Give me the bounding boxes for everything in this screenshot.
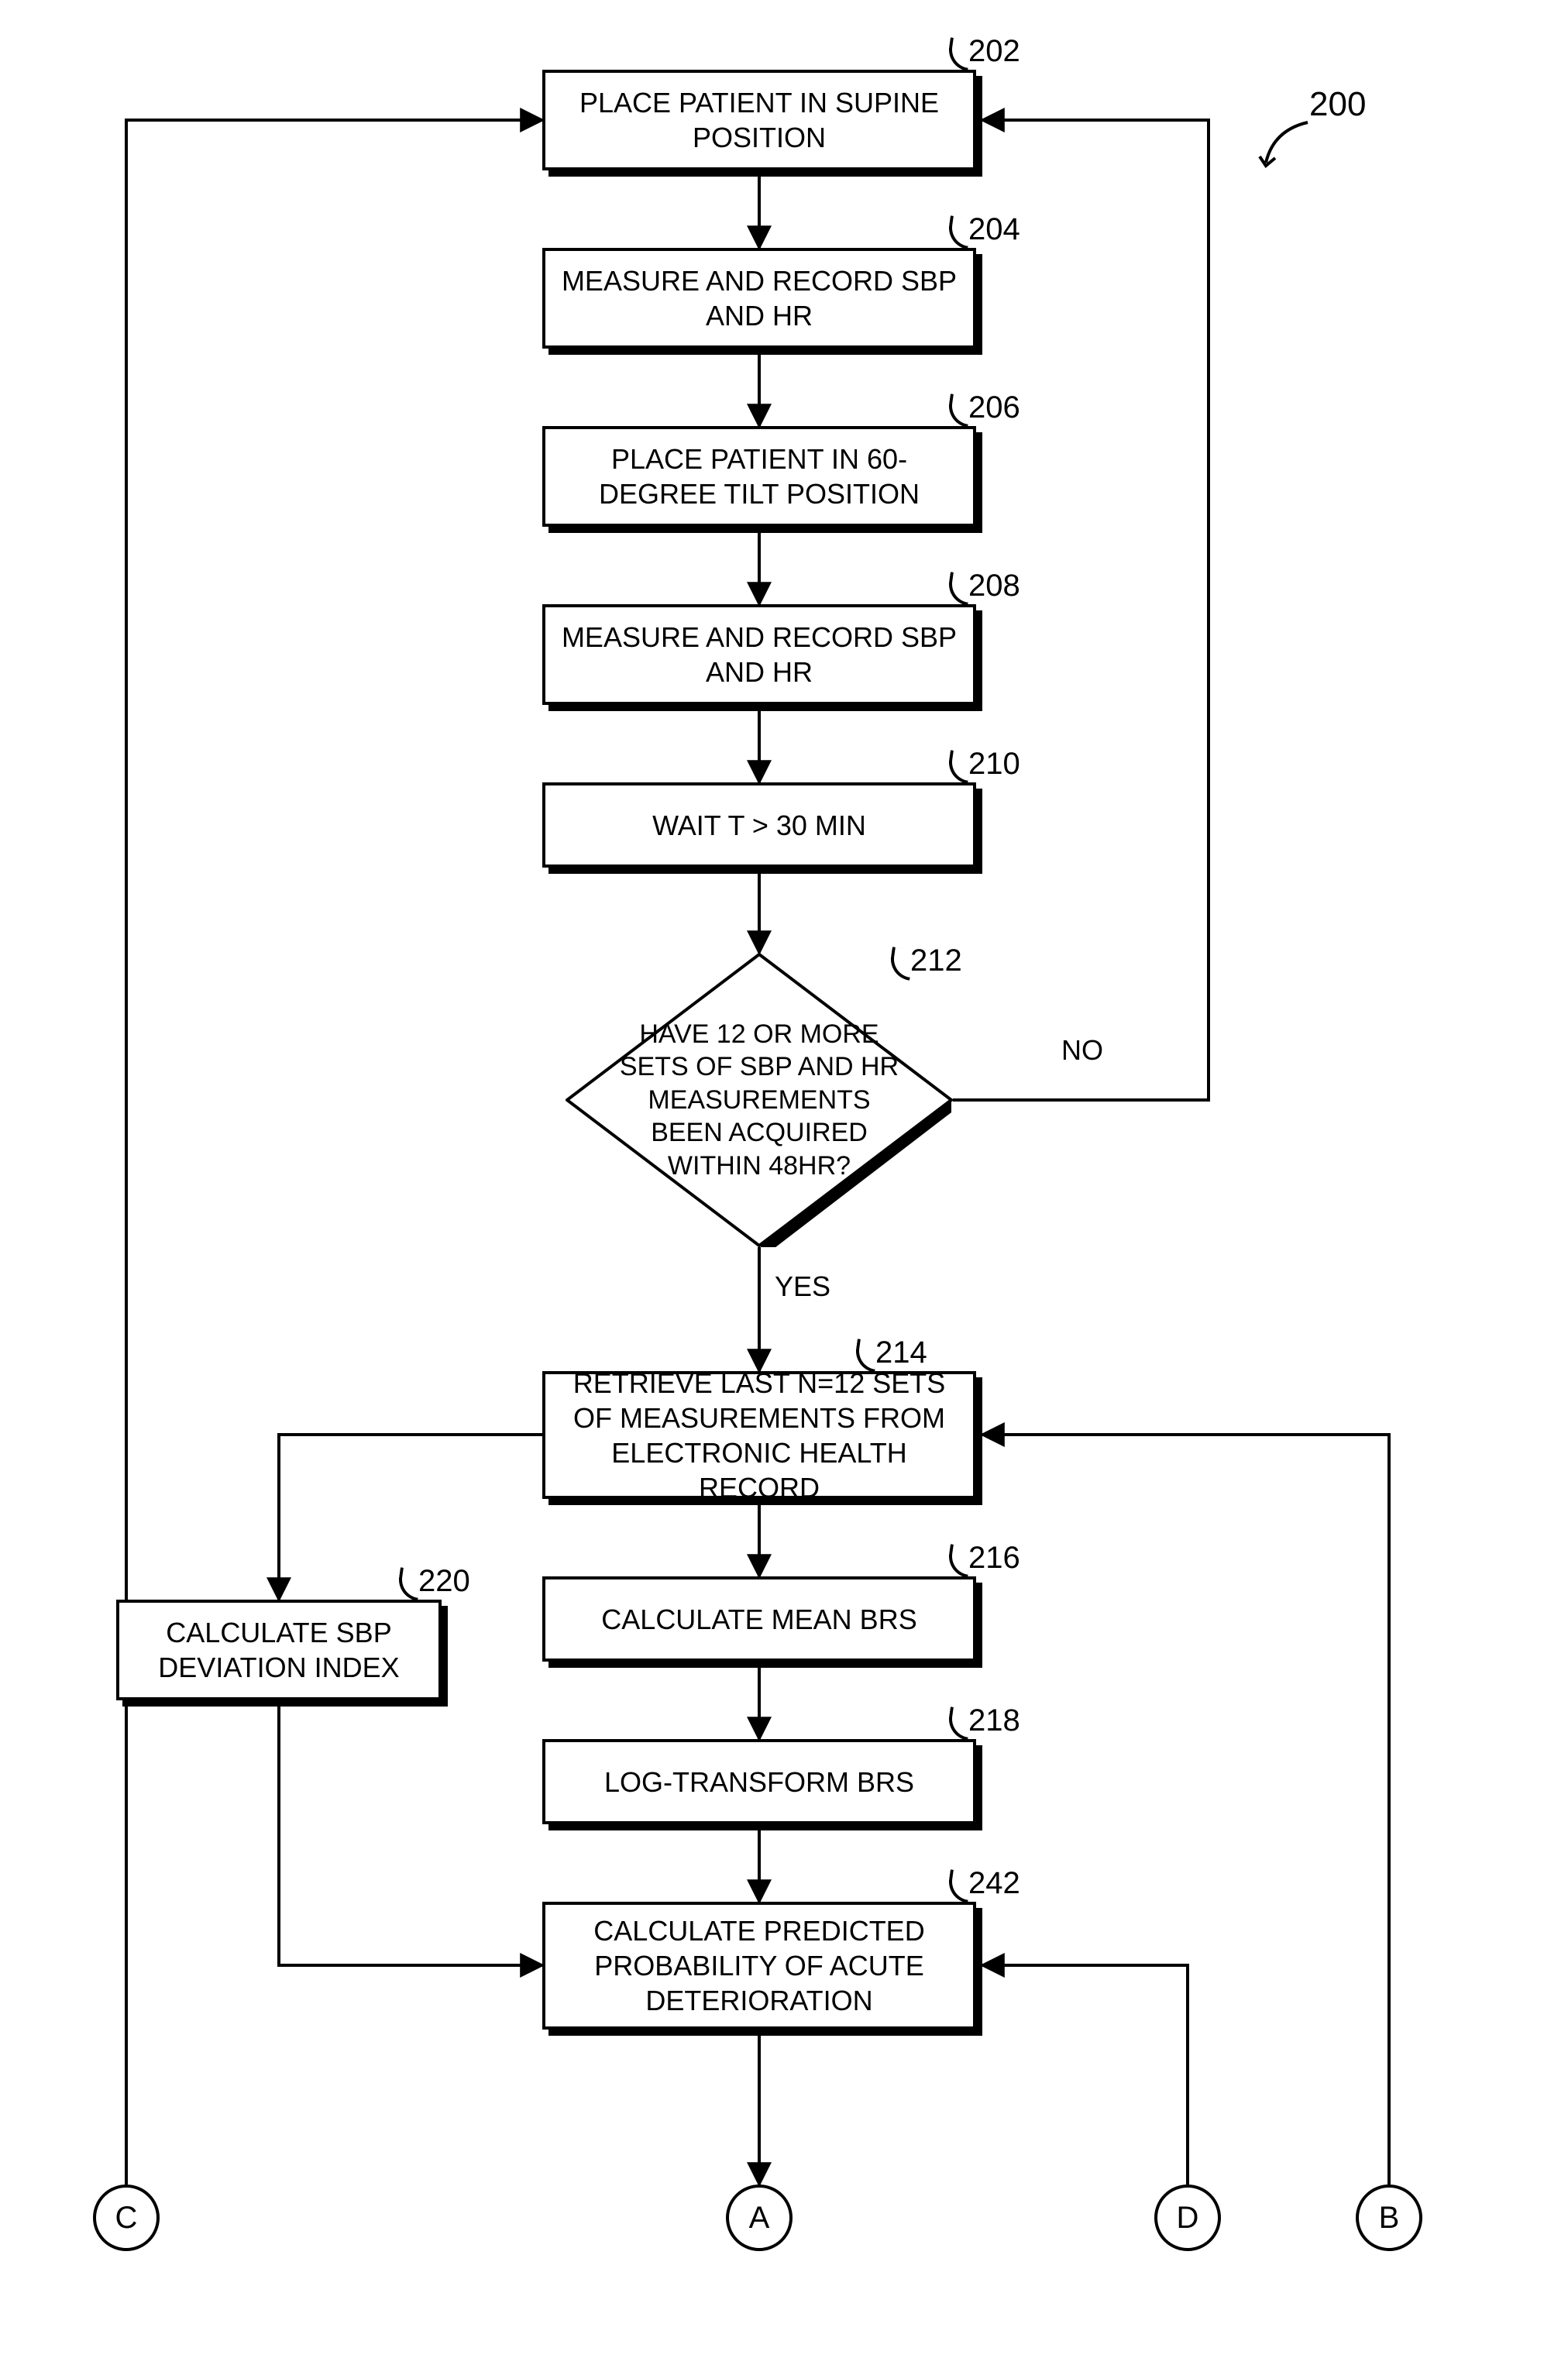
edge-label-no: NO <box>1061 1034 1103 1067</box>
node-216: CALCULATE MEAN BRS <box>542 1576 976 1662</box>
node-206: PLACE PATIENT IN 60-DEGREE TILT POSITION <box>542 426 976 527</box>
node-206-text: PLACE PATIENT IN 60-DEGREE TILT POSITION <box>561 442 958 511</box>
node-208: MEASURE AND RECORD SBP AND HR <box>542 604 976 705</box>
ref-206: 206 <box>968 390 1020 425</box>
ref-204: 204 <box>968 212 1020 247</box>
edge-eB_214 <box>982 1435 1389 2184</box>
flowchart-canvas: 200 PLACE PATIENT IN SUPINE POSITION 202… <box>0 0 1568 2358</box>
ref-242: 242 <box>968 1866 1020 1901</box>
figure-ref-200: 200 <box>1309 85 1366 124</box>
connector-C: C <box>93 2184 160 2251</box>
node-202-text: PLACE PATIENT IN SUPINE POSITION <box>561 85 958 155</box>
node-204: MEASURE AND RECORD SBP AND HR <box>542 248 976 349</box>
connector-D: D <box>1154 2184 1221 2251</box>
edge-e212_202_no <box>953 120 1209 1100</box>
ref-202: 202 <box>968 34 1020 69</box>
node-210: WAIT T > 30 MIN <box>542 782 976 868</box>
ref-218: 218 <box>968 1703 1020 1738</box>
node-214-text: RETRIEVE LAST N=12 SETS OF MEASUREMENTS … <box>561 1366 958 1505</box>
connector-A: A <box>726 2184 793 2251</box>
node-218-text: LOG-TRANSFORM BRS <box>604 1765 914 1799</box>
ref-214: 214 <box>875 1335 927 1370</box>
node-220: CALCULATE SBP DEVIATION INDEX <box>116 1600 442 1700</box>
ref-212: 212 <box>910 944 962 978</box>
node-216-text: CALCULATE MEAN BRS <box>601 1602 916 1637</box>
edge-eD_242 <box>982 1965 1188 2184</box>
connector-B: B <box>1356 2184 1422 2251</box>
ref-208: 208 <box>968 569 1020 603</box>
figure-ref-200-hook <box>1255 116 1317 178</box>
ref-216: 216 <box>968 1541 1020 1576</box>
edge-e220_242 <box>279 1707 542 1965</box>
node-204-text: MEASURE AND RECORD SBP AND HR <box>561 263 958 333</box>
decision-212: HAVE 12 OR MORE SETS OF SBP AND HR MEASU… <box>566 953 953 1247</box>
node-218: LOG-TRANSFORM BRS <box>542 1739 976 1824</box>
decision-212-text: HAVE 12 OR MORE SETS OF SBP AND HR MEASU… <box>612 1018 906 1183</box>
edge-eC_202 <box>126 120 542 2184</box>
node-210-text: WAIT T > 30 MIN <box>652 808 866 843</box>
node-214: RETRIEVE LAST N=12 SETS OF MEASUREMENTS … <box>542 1371 976 1499</box>
node-202: PLACE PATIENT IN SUPINE POSITION <box>542 70 976 170</box>
edge-label-yes: YES <box>775 1270 830 1303</box>
ref-210: 210 <box>968 747 1020 782</box>
node-242-text: CALCULATE PREDICTED PROBABILITY OF ACUTE… <box>561 1913 958 2018</box>
figure-ref-200-text: 200 <box>1309 85 1366 123</box>
node-220-text: CALCULATE SBP DEVIATION INDEX <box>135 1615 423 1685</box>
node-208-text: MEASURE AND RECORD SBP AND HR <box>561 620 958 689</box>
ref-220: 220 <box>418 1564 470 1599</box>
node-242: CALCULATE PREDICTED PROBABILITY OF ACUTE… <box>542 1902 976 2030</box>
